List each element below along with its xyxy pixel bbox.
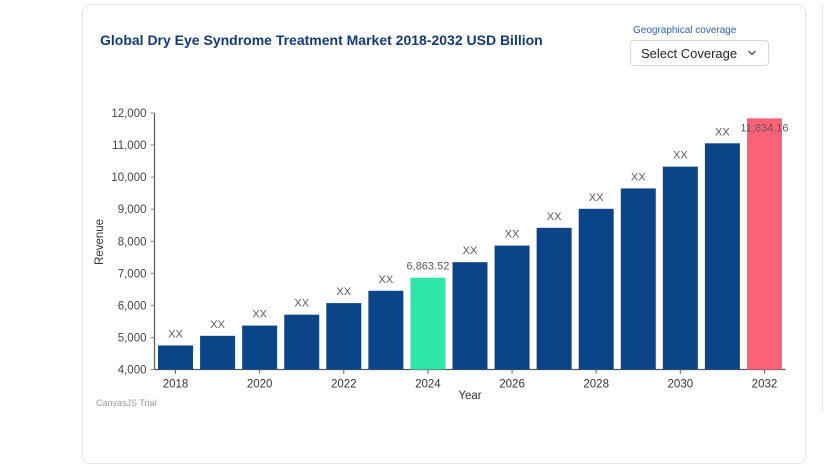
svg-text:XX: XX (631, 171, 646, 183)
svg-text:XX: XX (505, 229, 520, 241)
svg-text:XX: XX (715, 126, 730, 138)
svg-text:7,000: 7,000 (118, 268, 147, 280)
svg-text:XX: XX (673, 150, 688, 162)
svg-text:XX: XX (463, 245, 478, 257)
svg-text:9,000: 9,000 (118, 204, 147, 216)
svg-text:XX: XX (336, 286, 351, 298)
svg-text:XX: XX (547, 211, 562, 223)
svg-text:2032: 2032 (752, 379, 778, 391)
svg-text:11,834.16: 11,834.16 (740, 122, 788, 134)
svg-text:2026: 2026 (499, 379, 525, 391)
svg-text:6,000: 6,000 (118, 300, 147, 312)
svg-text:5,000: 5,000 (118, 332, 147, 344)
svg-text:XX: XX (379, 274, 394, 286)
svg-text:2022: 2022 (331, 379, 357, 391)
svg-text:8,000: 8,000 (118, 236, 147, 248)
svg-text:XX: XX (168, 328, 183, 340)
svg-text:2028: 2028 (583, 379, 609, 391)
svg-text:2024: 2024 (415, 379, 441, 391)
svg-text:2020: 2020 (247, 379, 273, 391)
svg-text:6,863.52: 6,863.52 (407, 261, 450, 273)
svg-text:XX: XX (210, 319, 225, 331)
svg-text:11,000: 11,000 (112, 140, 146, 152)
svg-text:2018: 2018 (163, 379, 189, 391)
svg-text:XX: XX (294, 298, 309, 310)
svg-text:4,000: 4,000 (118, 365, 147, 377)
svg-text:2030: 2030 (668, 379, 694, 391)
svg-text:12,000: 12,000 (111, 108, 146, 120)
svg-text:XX: XX (252, 309, 267, 321)
svg-text:XX: XX (589, 192, 604, 204)
svg-text:10,000: 10,000 (111, 172, 146, 184)
